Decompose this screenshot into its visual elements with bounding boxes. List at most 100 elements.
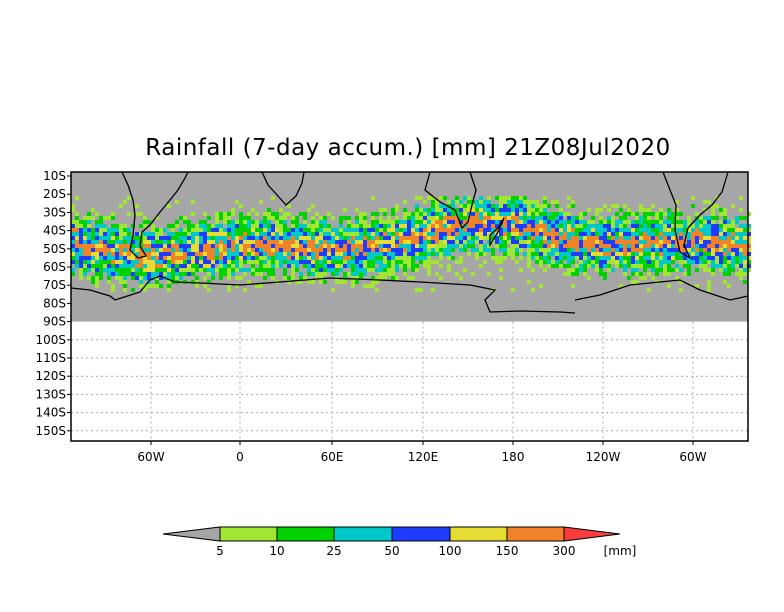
rain-cell <box>391 208 395 212</box>
rain-cell <box>115 252 119 256</box>
rain-cell <box>331 256 335 260</box>
rain-cell <box>643 228 647 232</box>
rain-cell <box>491 252 495 256</box>
rain-cell <box>683 260 687 264</box>
rain-cell <box>571 260 575 264</box>
rain-cell <box>187 240 191 244</box>
rain-cell <box>651 252 655 256</box>
rain-cell <box>427 252 431 256</box>
rain-cell <box>367 232 371 236</box>
rain-cell <box>691 232 695 236</box>
rain-cell <box>727 244 731 248</box>
rain-cell <box>371 212 375 216</box>
coastline <box>70 287 116 301</box>
rain-cell <box>475 224 479 228</box>
rain-cell <box>415 220 419 224</box>
rain-cell <box>359 224 363 228</box>
rain-cell <box>307 236 311 240</box>
rain-cell <box>279 264 283 268</box>
rain-cell <box>211 236 215 240</box>
rain-cell <box>603 232 607 236</box>
rain-cell <box>247 260 251 264</box>
rain-cell <box>159 252 163 256</box>
rain-cell <box>87 224 91 228</box>
rain-cell <box>303 216 307 220</box>
rain-cell <box>531 204 535 208</box>
rain-cell <box>707 236 711 240</box>
rain-cell <box>499 236 503 240</box>
rain-cell <box>259 272 263 276</box>
rain-cell <box>739 248 743 252</box>
rain-cell <box>239 240 243 244</box>
rain-cell <box>427 220 431 224</box>
rain-cell <box>675 212 679 216</box>
coastlines <box>70 171 749 314</box>
rain-cell <box>599 260 603 264</box>
rain-cell <box>275 244 279 248</box>
rain-cell <box>335 244 339 248</box>
rain-cell <box>403 256 407 260</box>
rain-cell <box>271 268 275 272</box>
rain-cell <box>335 232 339 236</box>
rain-cell <box>595 212 599 216</box>
rain-cell <box>487 228 491 232</box>
rain-cell <box>355 224 359 228</box>
rain-cell <box>591 232 595 236</box>
rain-cell <box>363 212 367 216</box>
rain-cell <box>203 220 207 224</box>
rain-cell <box>319 280 323 284</box>
rain-cell <box>615 204 619 208</box>
rain-cell <box>395 244 399 248</box>
rain-cell <box>719 208 723 212</box>
rain-cell <box>99 232 103 236</box>
rain-cell <box>731 264 735 268</box>
rain-cell <box>403 268 407 272</box>
rain-cell <box>103 228 107 232</box>
rain-cell <box>227 244 231 248</box>
rain-cell <box>431 244 435 248</box>
rain-cell <box>591 256 595 260</box>
rain-cell <box>295 216 299 220</box>
rain-cell <box>187 224 191 228</box>
rain-cell <box>351 240 355 244</box>
coastline <box>261 171 305 206</box>
rain-cell <box>711 252 715 256</box>
rain-cell <box>151 228 155 232</box>
rain-cell <box>231 212 235 216</box>
rain-cell <box>711 264 715 268</box>
rain-cell <box>475 248 479 252</box>
rain-cell <box>531 244 535 248</box>
rain-cell <box>743 232 747 236</box>
rain-cell <box>323 256 327 260</box>
rain-cell <box>75 244 79 248</box>
rain-cell <box>679 244 683 248</box>
rain-cell <box>343 260 347 264</box>
rain-cell <box>555 204 559 208</box>
rain-cell <box>703 248 707 252</box>
rain-cell <box>575 220 579 224</box>
rain-cell <box>703 236 707 240</box>
rain-cell <box>587 276 591 280</box>
rain-cell <box>719 264 723 268</box>
rain-cell <box>503 240 507 244</box>
rain-cell <box>111 268 115 272</box>
rain-cell <box>159 272 163 276</box>
rain-cell <box>363 248 367 252</box>
rain-cell <box>167 204 171 208</box>
rain-cell <box>91 280 95 284</box>
rain-cell <box>383 268 387 272</box>
rain-cell <box>731 244 735 248</box>
rain-cell <box>547 240 551 244</box>
rain-cell <box>463 232 467 236</box>
rain-cell <box>95 240 99 244</box>
rain-cell <box>531 212 535 216</box>
rain-cell <box>527 204 531 208</box>
rain-cell <box>147 240 151 244</box>
rain-cell <box>351 284 355 288</box>
rain-cell <box>351 272 355 276</box>
rain-cell <box>91 260 95 264</box>
rain-cell <box>223 256 227 260</box>
rain-cell <box>487 220 491 224</box>
rain-cell <box>387 232 391 236</box>
rain-cell <box>175 256 179 260</box>
